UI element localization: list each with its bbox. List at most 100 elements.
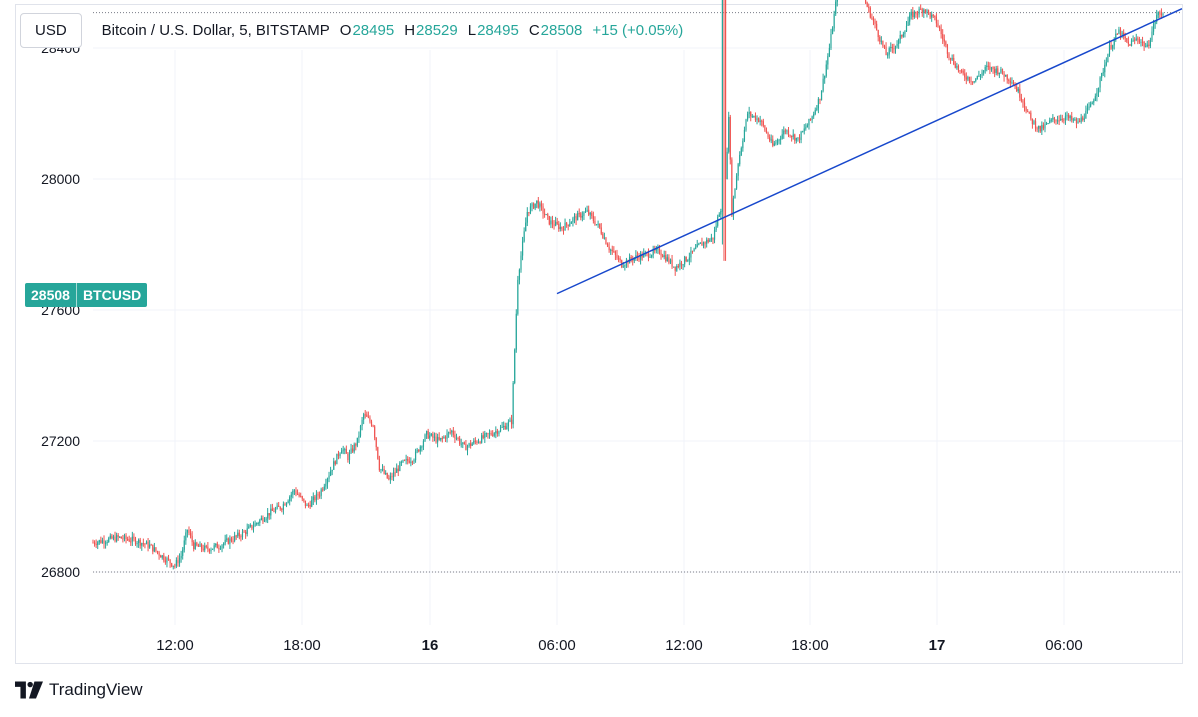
candle-body <box>558 223 560 230</box>
candle-body <box>1027 111 1029 113</box>
candle-body <box>976 75 978 80</box>
candle-body <box>737 164 739 176</box>
candle-body <box>171 563 173 567</box>
candle-body <box>476 441 478 443</box>
candle-body <box>474 440 476 442</box>
candle-body <box>523 231 525 242</box>
candle-body <box>666 257 668 262</box>
candle-body <box>1055 119 1057 122</box>
candle-body <box>158 552 160 556</box>
candle-body <box>559 226 561 230</box>
candle-body <box>318 495 321 497</box>
candle-body <box>114 536 116 542</box>
candle-body <box>1094 96 1096 101</box>
candle-body <box>888 48 890 55</box>
candle-body <box>457 438 459 440</box>
candle-body <box>1012 82 1015 86</box>
candle-body <box>600 227 602 234</box>
candle-body <box>556 221 558 224</box>
candle-body <box>207 546 209 550</box>
candle-body <box>301 496 303 499</box>
candle-body <box>1130 40 1133 46</box>
candle-body <box>123 535 126 540</box>
candle-body <box>578 213 580 215</box>
candle-body <box>695 247 697 249</box>
grid <box>93 47 1182 625</box>
candle-body <box>765 130 768 133</box>
candle-body <box>893 48 895 50</box>
tradingview-logo[interactable]: TradingView <box>15 680 143 700</box>
candle-body <box>451 430 453 433</box>
candle-body <box>407 458 409 461</box>
candle-body <box>507 421 510 427</box>
candle-body <box>983 70 985 73</box>
candle-body <box>479 441 481 443</box>
candle-body <box>440 437 442 440</box>
candle-body <box>569 223 571 227</box>
candle-body <box>227 538 229 544</box>
candle-body <box>101 540 104 543</box>
candle-body <box>1141 41 1144 43</box>
candle-body <box>174 565 176 567</box>
last-price-value: 28508 <box>31 287 70 303</box>
candle-body <box>254 523 256 527</box>
candle-body <box>721 0 724 212</box>
candle-body <box>710 237 712 240</box>
candle-body <box>795 137 797 141</box>
candle-body <box>1097 87 1100 93</box>
candle-body <box>383 469 385 474</box>
candle-body <box>172 565 174 567</box>
candle-body <box>150 544 152 546</box>
candle-body <box>731 159 733 216</box>
candle-body <box>378 458 380 471</box>
candle-body <box>232 540 234 542</box>
candle-body <box>814 109 816 115</box>
candle-body <box>488 433 491 435</box>
candle-body <box>145 541 148 545</box>
candle-body <box>611 249 613 252</box>
candle-body <box>706 239 708 244</box>
candle-body <box>1058 120 1060 122</box>
candle-body <box>803 128 805 132</box>
candle-body <box>1112 45 1114 49</box>
candle-body <box>1017 88 1019 92</box>
candle-body <box>155 547 157 552</box>
trendline[interactable] <box>556 8 1183 295</box>
candle-body <box>1096 92 1098 97</box>
candle-body <box>452 430 454 435</box>
candle-body <box>707 239 709 242</box>
candle-body <box>704 242 706 244</box>
candle-body <box>147 541 149 548</box>
x-tick-label: 06:00 <box>538 637 576 654</box>
candle-body <box>602 233 604 239</box>
candle-body <box>300 496 302 498</box>
candle-body <box>778 139 780 141</box>
currency-selector[interactable]: USD <box>20 12 82 48</box>
candle-body <box>1039 125 1041 132</box>
candle-body <box>204 545 206 551</box>
candle-body <box>487 433 489 435</box>
candle-body <box>869 7 871 18</box>
candle-body <box>400 461 403 463</box>
candle-body <box>1110 45 1112 49</box>
candle-body <box>364 414 366 416</box>
candle-body <box>370 421 373 426</box>
candle-body <box>213 545 215 549</box>
candle-body <box>405 458 407 461</box>
candle-body <box>182 549 184 556</box>
candle-body <box>248 526 250 529</box>
candle-body <box>973 81 975 83</box>
candle-body <box>381 469 384 471</box>
candle-body <box>1159 12 1161 14</box>
candle-body <box>992 66 994 70</box>
candle-body <box>185 532 187 541</box>
candle-body <box>724 0 727 179</box>
candle-body <box>822 78 824 91</box>
candle-body <box>537 200 539 208</box>
candle-body <box>1077 121 1079 124</box>
candle-body <box>761 120 763 122</box>
candle-body <box>879 37 881 42</box>
candle-body <box>320 489 322 496</box>
candle-body <box>680 262 683 266</box>
